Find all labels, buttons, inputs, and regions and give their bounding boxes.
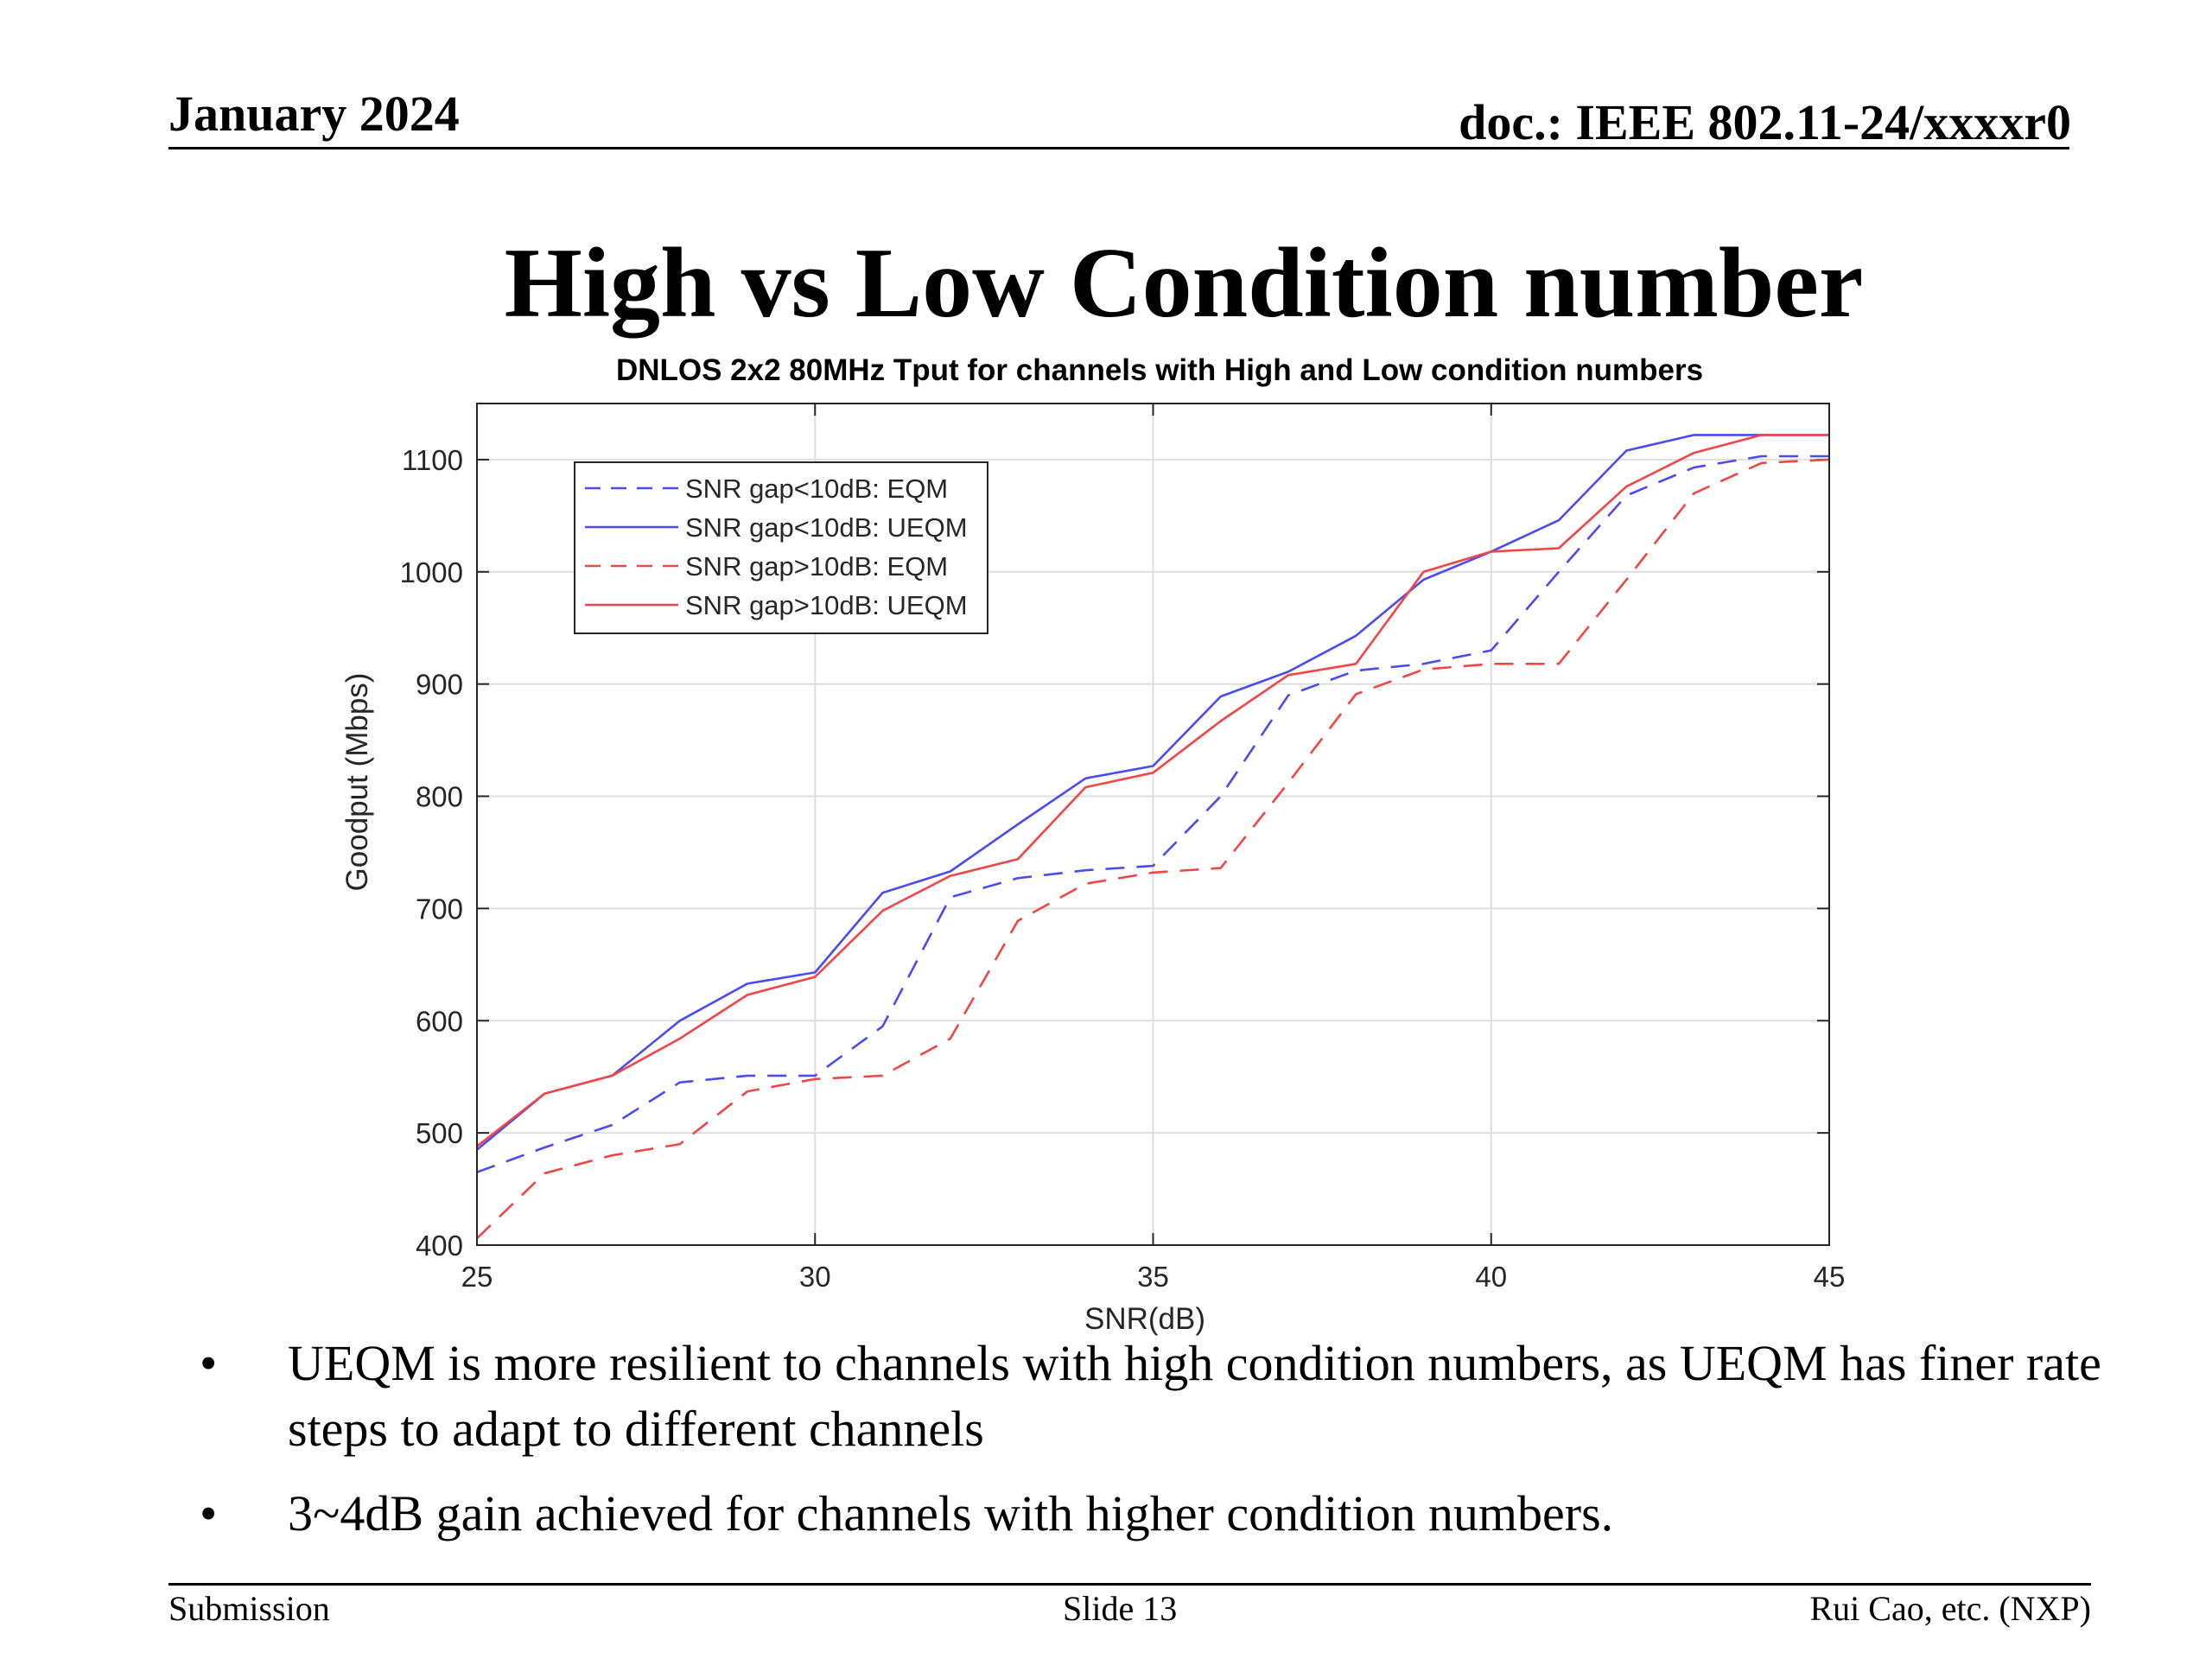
y-axis-label: Goodput (Mbps) [340, 673, 374, 892]
header-doc-id: doc.: IEEE 802.11-24/xxxxr0 [1459, 94, 2071, 150]
footer-slide-number: Slide 13 [1063, 1589, 1178, 1628]
x-tick-labels: 25 30 35 40 45 [461, 1261, 1846, 1293]
x-tick-label: 35 [1137, 1261, 1169, 1293]
x-tick-label: 40 [1475, 1261, 1507, 1293]
legend-label: SNR gap>10dB: EQM [685, 551, 948, 582]
x-tick-label: 25 [461, 1261, 493, 1293]
x-axis-label: SNR(dB) [1084, 1302, 1205, 1336]
header-date: January 2024 [168, 86, 460, 142]
x-tick-label: 45 [1814, 1261, 1846, 1293]
y-tick-label: 1100 [402, 444, 463, 476]
legend: SNR gap<10dB: EQM SNR gap<10dB: UEQM SNR g… [574, 461, 988, 634]
series-line [476, 454, 1829, 1173]
footer-rule [168, 1583, 2091, 1586]
chart-title: DNLOS 2x2 80MHz Tput for channels with H… [616, 353, 1703, 387]
x-tick-label: 30 [799, 1261, 831, 1293]
bullet-item: • UEQM is more resilient to channels wit… [194, 1331, 2113, 1462]
y-tick-label: 400 [416, 1230, 463, 1262]
bullet-list: • UEQM is more resilient to channels wit… [194, 1331, 2113, 1566]
header-rule [168, 147, 2069, 149]
footer-author: Rui Cao, etc. (NXP) [1809, 1589, 2091, 1628]
legend-label: SNR gap<10dB: UEQM [685, 512, 968, 543]
bullet-item: • 3~4dB gain achieved for channels with … [194, 1481, 2113, 1547]
bullet-symbol: • [200, 1485, 218, 1541]
y-tick-label: 600 [416, 1005, 463, 1037]
chart-svg: DNLOS 2x2 80MHz Tput for channels with H… [340, 353, 1846, 1336]
bullet-text: UEQM is more resilient to channels with … [288, 1335, 2101, 1457]
y-tick-label: 700 [416, 893, 463, 925]
bullet-symbol: • [200, 1335, 218, 1391]
legend-label: SNR gap>10dB: UEQM [685, 590, 968, 620]
footer-submission: Submission [168, 1589, 330, 1628]
series-lines [476, 434, 1830, 1240]
slide-title: High vs Low Condition number [504, 228, 1864, 339]
y-tick-label: 1000 [400, 556, 463, 588]
legend-label: SNR gap<10dB: EQM [685, 474, 948, 504]
y-tick-label: 500 [416, 1117, 463, 1149]
plot-frame [476, 403, 1830, 1246]
chart: DNLOS 2x2 80MHz Tput for channels with H… [328, 341, 1884, 1344]
series-line [476, 434, 1829, 1147]
y-tick-label: 800 [416, 781, 463, 813]
series-line [476, 434, 1829, 1151]
y-tick-labels: 400 500 600 700 800 900 1000 1100 [400, 444, 463, 1262]
bullet-text: 3~4dB gain achieved for channels with hi… [288, 1485, 1614, 1541]
y-tick-label: 900 [416, 669, 463, 701]
series-line [476, 458, 1830, 1240]
